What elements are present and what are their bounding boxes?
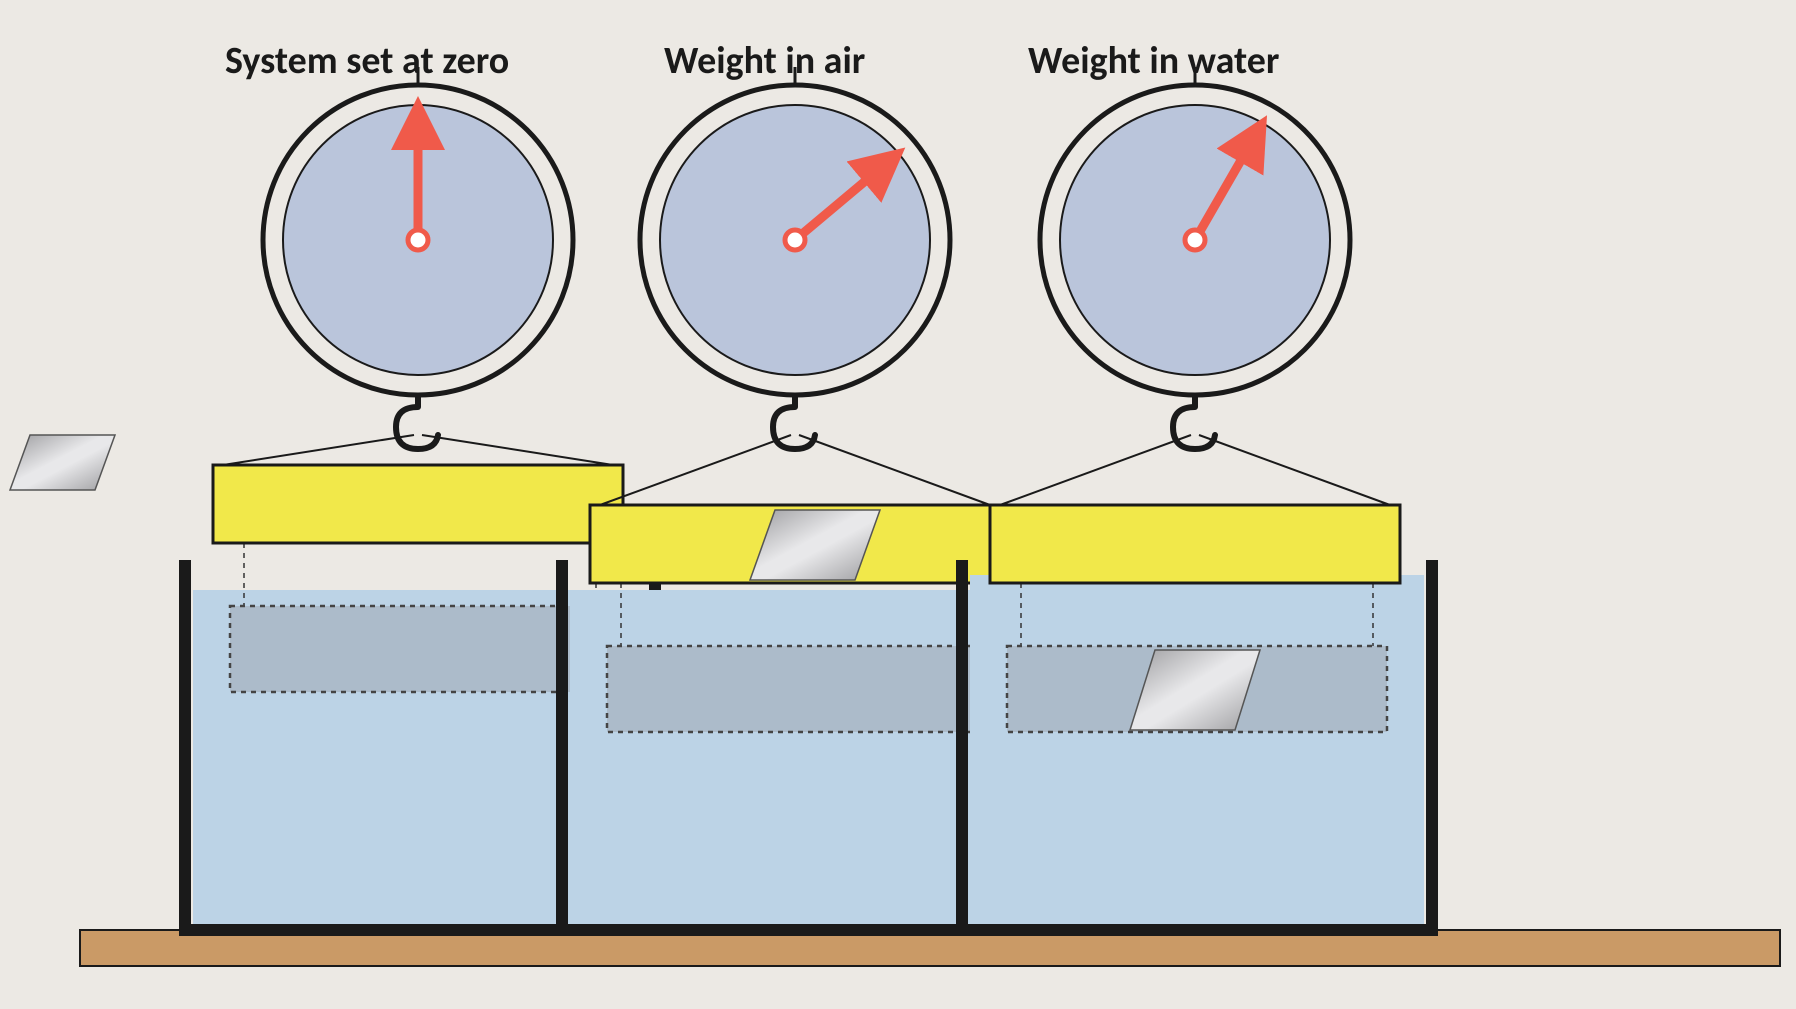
hook-icon — [396, 393, 438, 449]
loose-specimen — [10, 435, 115, 490]
submerged-tray — [230, 543, 610, 692]
setup-title: System set at zero — [225, 38, 509, 84]
weighing-platform — [590, 435, 1000, 583]
diagram-svg — [0, 0, 1796, 1009]
setup-title: Weight in air — [664, 38, 865, 84]
scale-dial — [1040, 67, 1350, 395]
hook-icon — [773, 393, 815, 449]
scale-dial — [640, 67, 950, 395]
hook-icon — [1173, 393, 1215, 449]
setup-title: Weight in water — [1028, 38, 1279, 84]
beaker — [962, 560, 1432, 930]
weighing-platform — [990, 435, 1400, 583]
scale-dial — [263, 67, 573, 395]
